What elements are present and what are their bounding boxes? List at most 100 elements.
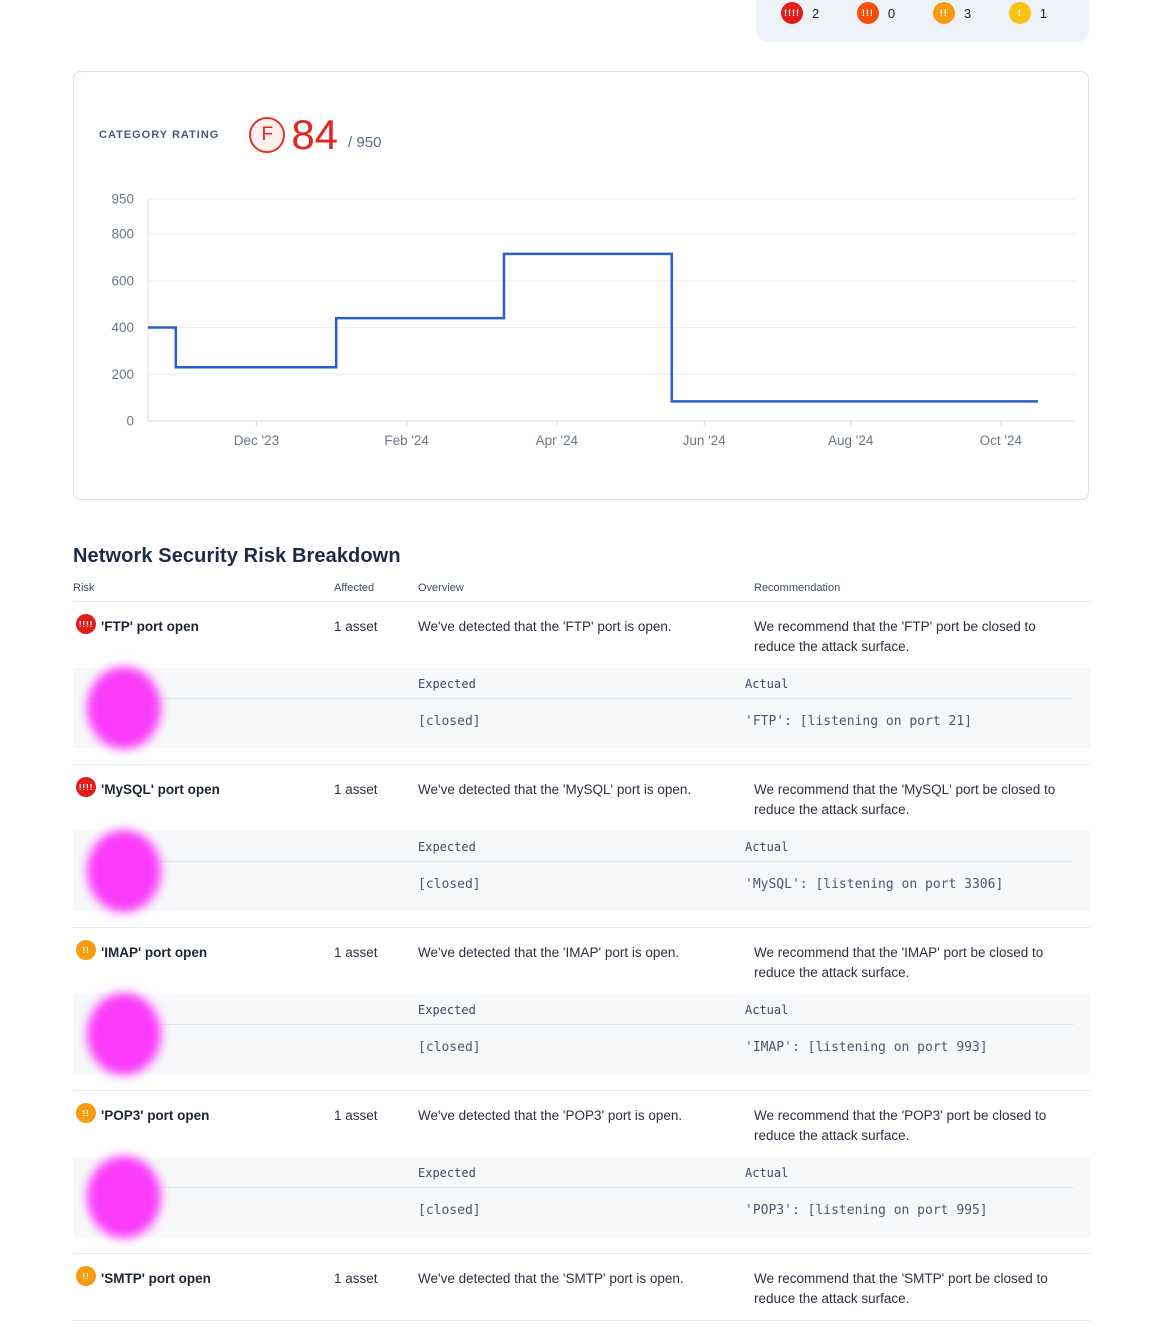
column-header-recommendation: Recommendation <box>754 582 841 594</box>
severity-badge[interactable]: !!! 0 <box>856 2 896 24</box>
actual-column-header: Actual <box>745 1003 789 1017</box>
risk-detail-panel: Expected Actual [closed] 'FTP': [listeni… <box>73 667 1090 749</box>
risk-detail-panel: Expected Actual [closed] 'POP3': [listen… <box>73 1156 1090 1238</box>
table-header: Risk Affected Overview Recommendation <box>73 576 1090 602</box>
severity-icon: !! <box>932 2 955 24</box>
affected-count: 1 asset <box>334 945 378 960</box>
risk-recommendation: We recommend that the 'POP3' port be clo… <box>754 1108 1047 1143</box>
risk-row[interactable]: !! 'POP3' port open 1 asset We've detect… <box>73 1103 1090 1157</box>
svg-text:950: 950 <box>111 192 134 207</box>
actual-value: 'MySQL': [listening on port 3306] <box>745 877 1004 892</box>
severity-icon: !! <box>76 1103 96 1123</box>
svg-text:Dec '23: Dec '23 <box>234 433 279 448</box>
risk-detail-panel: Expected Actual [closed] 'MySQL': [liste… <box>73 830 1090 912</box>
grade-badge: F <box>249 117 286 153</box>
severity-summary-row: !!!! 2 !!! 0 !! 3 ! 1 <box>781 1 1047 25</box>
svg-text:600: 600 <box>111 273 134 288</box>
svg-text:200: 200 <box>111 367 134 382</box>
rating-score: 84 <box>291 111 339 158</box>
category-rating-label: CATEGORY RATING <box>99 129 220 141</box>
expected-value: [closed] <box>418 877 481 892</box>
risk-group: !!!! 'FTP' port open 1 asset We've detec… <box>73 602 1090 765</box>
severity-icon: !!! <box>856 2 879 24</box>
risk-row[interactable]: !!!! 'FTP' port open 1 asset We've detec… <box>73 614 1090 668</box>
risk-overview: We've detected that the 'IMAP' port is o… <box>418 945 680 960</box>
risk-detail-panel: Expected Actual [closed] 'IMAP': [listen… <box>73 993 1090 1075</box>
risk-overview: We've detected that the 'POP3' port is o… <box>418 1108 683 1123</box>
actual-value: 'FTP': [listening on port 21] <box>745 714 972 729</box>
column-header-affected: Affected <box>334 582 375 594</box>
risk-row[interactable]: !!!! 'MySQL' port open 1 asset We've det… <box>73 777 1090 831</box>
expected-value: [closed] <box>418 1040 481 1055</box>
severity-count: 0 <box>887 5 896 21</box>
risk-recommendation: We recommend that the 'FTP' port be clos… <box>754 619 1036 654</box>
actual-column-header: Actual <box>745 1166 789 1180</box>
svg-text:Aug '24: Aug '24 <box>828 433 874 448</box>
svg-text:Feb '24: Feb '24 <box>384 433 429 448</box>
severity-icon: ! <box>1008 2 1031 24</box>
risk-breakdown-table: Risk Affected Overview Recommendation !!… <box>73 576 1090 1321</box>
rating-header: CATEGORY RATING F 84 / 950 <box>99 111 382 158</box>
rating-max: / 950 <box>348 134 382 151</box>
risk-name: 'MySQL' port open <box>101 782 220 797</box>
risk-group: !! 'POP3' port open 1 asset We've detect… <box>73 1091 1090 1254</box>
risk-group: !! 'SMTP' port open 1 asset We've detect… <box>73 1254 1090 1321</box>
severity-icon: !!!! <box>76 614 96 634</box>
actual-value: 'IMAP': [listening on port 993] <box>745 1040 988 1055</box>
risk-recommendation: We recommend that the 'IMAP' port be clo… <box>754 945 1044 980</box>
risk-name: 'IMAP' port open <box>101 945 208 960</box>
svg-text:Jun '24: Jun '24 <box>683 433 727 448</box>
redacted-asset-blob <box>87 993 161 1075</box>
risk-group: !!!! 'MySQL' port open 1 asset We've det… <box>73 765 1090 928</box>
table-body: !!!! 'FTP' port open 1 asset We've detec… <box>73 602 1090 1321</box>
risk-name: 'SMTP' port open <box>101 1271 211 1286</box>
actual-value: 'POP3': [listening on port 995] <box>745 1203 988 1218</box>
affected-count: 1 asset <box>334 782 378 797</box>
expected-column-header: Expected <box>418 1166 476 1180</box>
risk-overview: We've detected that the 'FTP' port is op… <box>418 619 672 634</box>
severity-badge[interactable]: ! 1 <box>1008 2 1047 24</box>
svg-text:0: 0 <box>126 414 134 429</box>
divider <box>89 861 1074 862</box>
severity-count: 1 <box>1039 5 1047 21</box>
risk-group: !! 'IMAP' port open 1 asset We've detect… <box>73 928 1090 1091</box>
divider <box>89 1187 1074 1188</box>
severity-count: 3 <box>963 5 972 21</box>
divider <box>89 698 1074 699</box>
category-rating-card: CATEGORY RATING F 84 / 950 0 200 400 600 800… <box>73 71 1089 500</box>
redacted-asset-blob <box>87 1156 161 1238</box>
redacted-asset-blob <box>87 667 161 749</box>
divider <box>89 1024 1074 1025</box>
expected-value: [closed] <box>418 714 481 729</box>
risk-overview: We've detected that the 'SMTP' port is o… <box>418 1271 684 1286</box>
svg-text:Oct '24: Oct '24 <box>980 433 1023 448</box>
risk-name: 'FTP' port open <box>101 619 199 634</box>
risk-name: 'POP3' port open <box>101 1108 210 1123</box>
affected-count: 1 asset <box>334 619 378 634</box>
risk-recommendation: We recommend that the 'MySQL' port be cl… <box>754 782 1056 817</box>
actual-column-header: Actual <box>745 840 789 854</box>
severity-icon: !!!! <box>76 777 96 797</box>
severity-badge[interactable]: !! 3 <box>932 2 972 24</box>
expected-column-header: Expected <box>418 1003 476 1017</box>
risk-overview: We've detected that the 'MySQL' port is … <box>418 782 692 797</box>
rating-trend-chart: 0 200 400 600 800 950 Dec '23 Feb '24 Apr '24 Jun… <box>74 192 1090 488</box>
severity-icon: !! <box>76 1266 96 1286</box>
risk-recommendation: We recommend that the 'SMTP' port be clo… <box>754 1271 1048 1306</box>
risk-row[interactable]: !! 'IMAP' port open 1 asset We've detect… <box>73 940 1090 994</box>
svg-text:Apr '24: Apr '24 <box>536 433 579 448</box>
section-title: Network Security Risk Breakdown <box>73 545 401 567</box>
redacted-asset-blob <box>87 830 161 912</box>
severity-icon: !!!! <box>781 2 803 24</box>
column-header-overview: Overview <box>418 582 464 594</box>
expected-value: [closed] <box>418 1203 481 1218</box>
actual-column-header: Actual <box>745 677 789 691</box>
affected-count: 1 asset <box>334 1271 378 1286</box>
svg-text:400: 400 <box>111 320 134 335</box>
expected-column-header: Expected <box>418 840 476 854</box>
affected-count: 1 asset <box>334 1108 378 1123</box>
risk-row[interactable]: !! 'SMTP' port open 1 asset We've detect… <box>73 1266 1090 1320</box>
severity-badge[interactable]: !!!! 2 <box>781 2 819 24</box>
column-header-risk: Risk <box>73 582 95 594</box>
svg-text:800: 800 <box>111 227 134 242</box>
